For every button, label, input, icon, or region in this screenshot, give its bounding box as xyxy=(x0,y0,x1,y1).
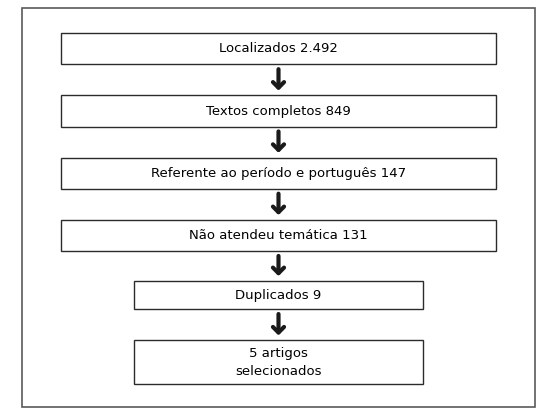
Text: Textos completos 849: Textos completos 849 xyxy=(206,105,351,117)
Text: Localizados 2.492: Localizados 2.492 xyxy=(219,42,338,55)
FancyBboxPatch shape xyxy=(61,33,496,64)
Text: Não atendeu temática 131: Não atendeu temática 131 xyxy=(189,229,368,242)
FancyBboxPatch shape xyxy=(22,8,535,407)
Text: Referente ao período e português 147: Referente ao período e português 147 xyxy=(151,167,406,180)
FancyBboxPatch shape xyxy=(61,158,496,189)
FancyBboxPatch shape xyxy=(134,281,423,309)
FancyBboxPatch shape xyxy=(61,95,496,127)
FancyBboxPatch shape xyxy=(134,340,423,384)
Text: 5 artigos
selecionados: 5 artigos selecionados xyxy=(235,347,322,378)
FancyBboxPatch shape xyxy=(61,220,496,251)
Text: Duplicados 9: Duplicados 9 xyxy=(236,288,321,302)
